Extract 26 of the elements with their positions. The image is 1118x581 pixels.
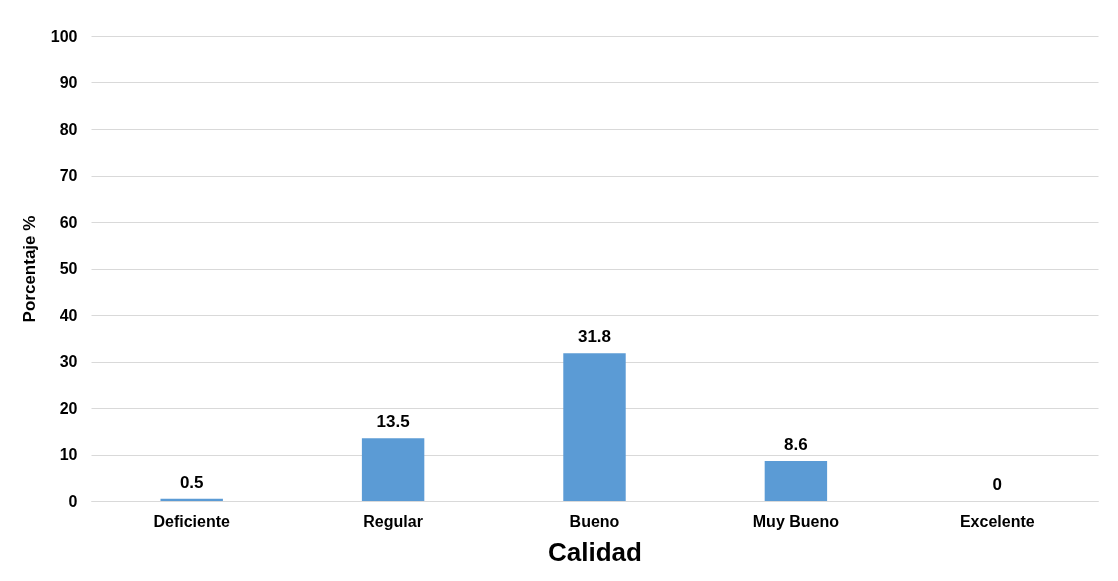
y-axis-title: Porcentaje % (19, 215, 39, 323)
x-tick-label: Bueno (569, 512, 620, 530)
bar (563, 353, 626, 501)
x-tick-label: Deficiente (153, 512, 231, 530)
y-tick-label: 20 (59, 399, 78, 417)
data-label: 0 (992, 475, 1003, 494)
x-axis-title: Calidad (548, 536, 642, 567)
y-tick-label: 40 (59, 306, 78, 324)
data-label: 0.5 (179, 472, 204, 492)
y-tick-label: 60 (59, 213, 78, 231)
data-label: 31.8 (577, 327, 612, 347)
y-tick-label: 100 (50, 27, 78, 45)
x-tick-label: Excelente (959, 512, 1035, 530)
x-tick-label: Regular (363, 512, 423, 530)
y-tick-label: 10 (59, 446, 78, 463)
data-label: 13.5 (376, 412, 410, 432)
y-tick-label: 50 (59, 260, 78, 277)
data-label: 8.6 (784, 435, 808, 455)
x-tick-label: Muy Bueno (752, 512, 840, 530)
y-tick-label: 0 (68, 492, 78, 510)
y-tick-label: 90 (59, 74, 78, 91)
y-tick-label: 30 (59, 353, 78, 370)
bar (361, 438, 425, 501)
y-tick-label: 70 (59, 167, 78, 184)
bar (764, 461, 828, 501)
y-tick-label: 80 (59, 120, 78, 138)
